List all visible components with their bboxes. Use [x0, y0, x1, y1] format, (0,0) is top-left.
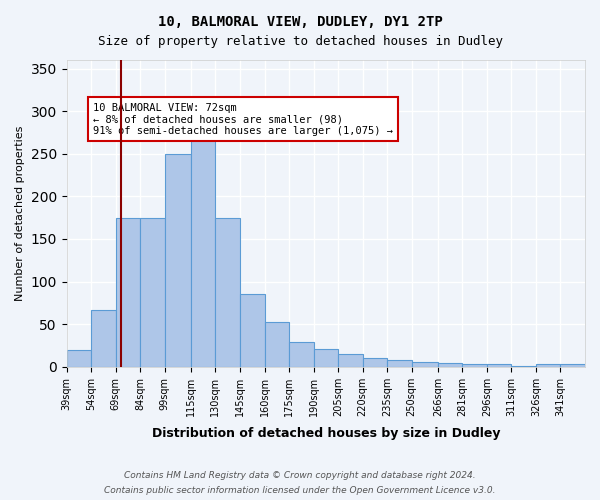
Text: Contains public sector information licensed under the Open Government Licence v3: Contains public sector information licen… [104, 486, 496, 495]
Bar [487, 364, 511, 367]
Bar [67, 350, 91, 367]
Bar [240, 294, 265, 367]
Bar [314, 349, 338, 367]
Bar [560, 364, 585, 367]
Bar [338, 354, 362, 367]
Bar [191, 126, 215, 367]
Bar [412, 362, 438, 367]
X-axis label: Distribution of detached houses by size in Dudley: Distribution of detached houses by size … [152, 427, 500, 440]
Text: Size of property relative to detached houses in Dudley: Size of property relative to detached ho… [97, 35, 503, 48]
Bar [463, 364, 487, 367]
Bar [438, 362, 463, 367]
Text: 10, BALMORAL VIEW, DUDLEY, DY1 2TP: 10, BALMORAL VIEW, DUDLEY, DY1 2TP [158, 15, 442, 29]
Y-axis label: Number of detached properties: Number of detached properties [15, 126, 25, 301]
Bar [91, 310, 116, 367]
Bar [387, 360, 412, 367]
Bar [165, 154, 191, 367]
Bar [362, 358, 387, 367]
Bar [536, 364, 560, 367]
Bar [265, 322, 289, 367]
Bar [511, 366, 536, 367]
Bar [116, 218, 140, 367]
Text: 10 BALMORAL VIEW: 72sqm
← 8% of detached houses are smaller (98)
91% of semi-det: 10 BALMORAL VIEW: 72sqm ← 8% of detached… [93, 102, 393, 136]
Bar [289, 342, 314, 367]
Bar [215, 218, 240, 367]
Bar [140, 218, 165, 367]
Text: Contains HM Land Registry data © Crown copyright and database right 2024.: Contains HM Land Registry data © Crown c… [124, 471, 476, 480]
